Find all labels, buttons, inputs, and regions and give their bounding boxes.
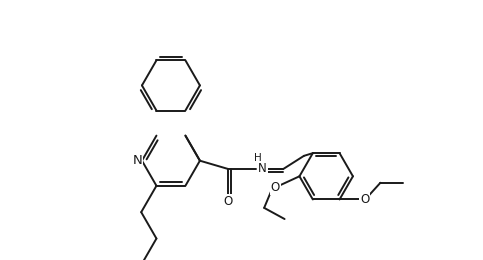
Text: O: O (223, 195, 232, 208)
Text: O: O (270, 181, 280, 194)
Text: H: H (254, 153, 261, 164)
Text: O: O (360, 193, 369, 206)
Text: N: N (133, 154, 142, 167)
Text: N: N (258, 162, 267, 175)
